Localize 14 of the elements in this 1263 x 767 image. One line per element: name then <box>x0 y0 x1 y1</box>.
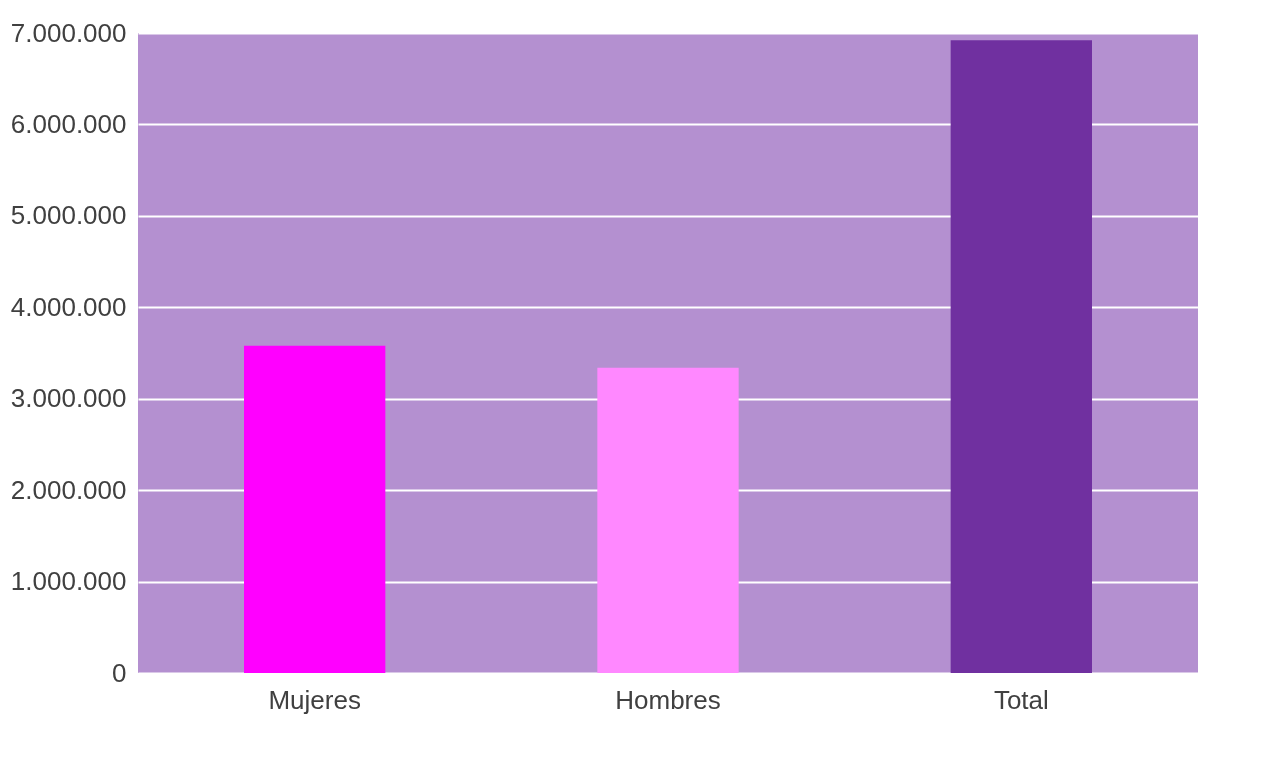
bar <box>597 367 739 673</box>
bar <box>244 345 386 673</box>
y-tick-label: 1.000.000 <box>10 566 127 597</box>
x-tick-label: Total <box>993 684 1049 715</box>
y-tick-label: 3.000.000 <box>10 383 127 414</box>
x-tick-label: Mujeres <box>268 684 361 715</box>
bar <box>950 40 1092 673</box>
x-tick-label: Hombres <box>615 684 721 715</box>
y-tick-label: 2.000.000 <box>10 474 127 505</box>
y-tick-label: 0 <box>112 657 127 688</box>
y-tick-label: 6.000.000 <box>10 108 127 139</box>
y-tick-label: 5.000.000 <box>10 200 127 231</box>
y-tick-label: 4.000.000 <box>10 291 127 322</box>
y-tick-label: 7.000.000 <box>10 17 127 48</box>
